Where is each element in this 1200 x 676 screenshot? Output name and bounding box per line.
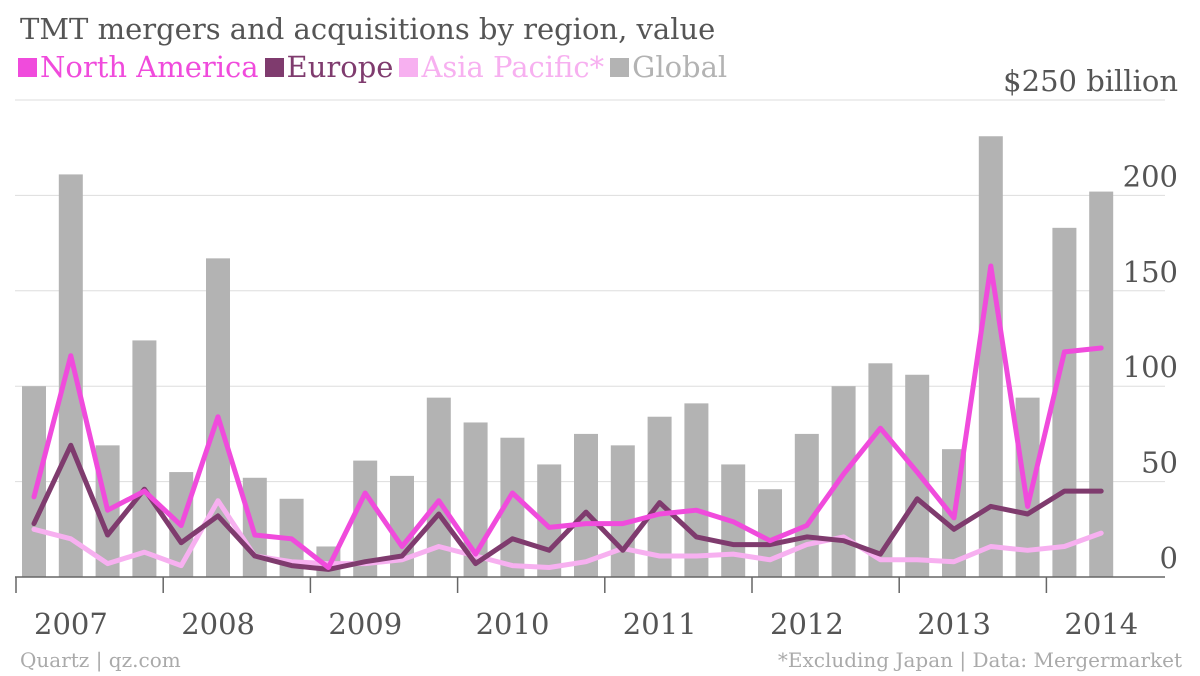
line-asia-pacific — [31, 498, 1104, 570]
legend-label-global: Global — [632, 50, 728, 84]
chart-title: TMT mergers and acquisitions by region, … — [20, 12, 716, 46]
bar-global — [758, 489, 782, 577]
data-source-note: *Excluding Japan | Data: Mergermarket — [777, 648, 1182, 672]
y-tick-label: 50 — [1141, 446, 1178, 480]
y-tick-label: 150 — [1123, 255, 1178, 289]
bar-global — [132, 340, 157, 577]
x-tick-label: 2010 — [476, 607, 550, 641]
x-tick-label: 2011 — [623, 607, 697, 641]
y-tick-label: $250 billion — [1003, 64, 1178, 98]
legend-item-global: Global — [610, 50, 727, 84]
bar-global — [22, 386, 46, 577]
x-tick-label: 2012 — [770, 607, 844, 641]
y-axis: 0 50 100 150 200 $250 billion — [1003, 64, 1178, 575]
y-tick-label: 100 — [1123, 350, 1178, 384]
source-credit: Quartz | qz.com — [20, 648, 181, 672]
legend-label-north-america: North America — [40, 50, 259, 84]
bar-global — [794, 433, 819, 577]
legend-label-europe: Europe — [286, 50, 394, 84]
legend: North America Europe Asia Pacific* Globa… — [18, 50, 733, 84]
bar-global — [1089, 191, 1114, 578]
line-north-america — [31, 263, 1104, 570]
y-tick-label: 0 — [1160, 541, 1178, 575]
bar-global — [353, 460, 378, 577]
x-tick-label: 2007 — [34, 607, 108, 641]
x-tick-label: 2013 — [917, 607, 991, 641]
bar-global — [1052, 227, 1077, 577]
legend-swatch-global — [610, 57, 630, 77]
x-tick-label: 2008 — [181, 607, 255, 641]
y-tick-label: 200 — [1123, 159, 1178, 193]
region-lines — [31, 263, 1104, 572]
legend-label-asia-pacific: Asia Pacific* — [421, 50, 605, 84]
x-tick-label: 2014 — [1064, 607, 1138, 641]
line-europe — [31, 442, 1104, 572]
legend-swatch-europe — [264, 57, 284, 77]
legend-swatch-north-america — [18, 57, 37, 77]
legend-item-north-america: North America — [18, 50, 259, 84]
bar-global — [647, 416, 672, 577]
legend-swatch-asia-pacific — [399, 57, 419, 77]
bar-global — [978, 136, 1003, 577]
bar-global — [610, 445, 635, 577]
bar-global — [58, 174, 83, 578]
legend-item-europe: Europe — [264, 50, 394, 84]
legend-item-asia-pacific: Asia Pacific* — [399, 50, 604, 84]
bar-global — [684, 403, 709, 577]
x-axis: 2007 2008 2009 2010 2011 2012 2013 2014 — [15, 576, 1165, 641]
bar-global — [574, 433, 598, 577]
x-tick-label: 2009 — [328, 607, 402, 641]
